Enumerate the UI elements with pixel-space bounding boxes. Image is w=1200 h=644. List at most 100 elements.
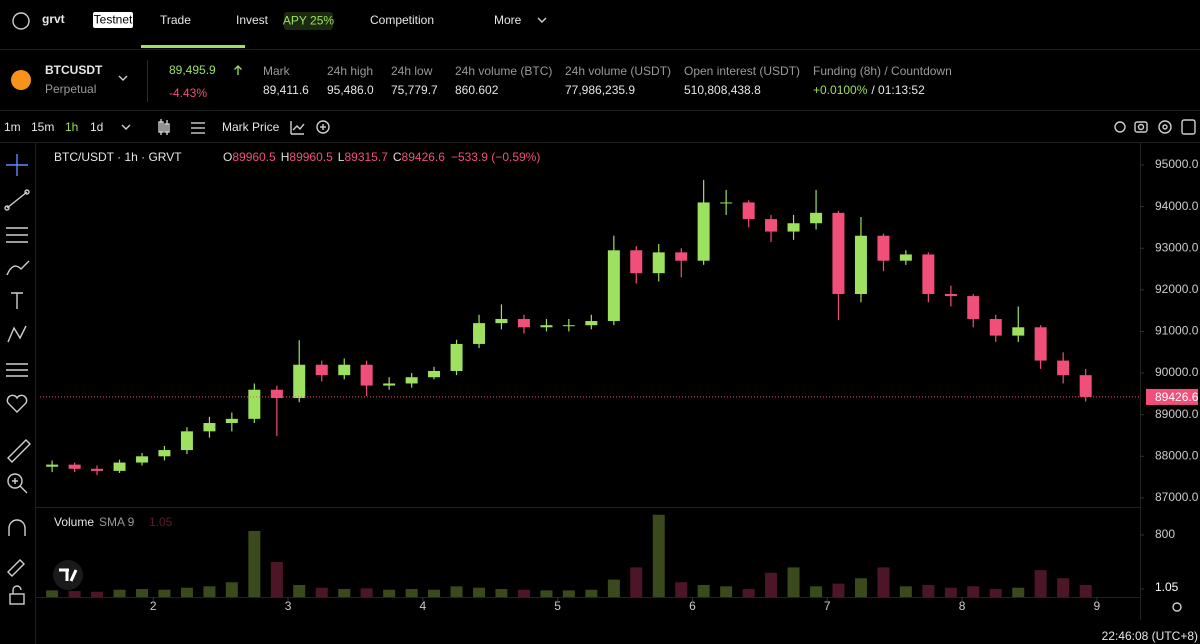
volume-sma-name: SMA 9 — [99, 515, 135, 529]
candle-body — [338, 364, 351, 376]
interval[interactable]: 1m — [4, 120, 21, 134]
x-tick-label: 2 — [150, 599, 157, 613]
volume-bar — [315, 587, 328, 597]
volume-bar — [944, 587, 957, 597]
volume-bar — [540, 590, 553, 597]
clock: 22:46:08 (UTC+8) — [1102, 629, 1198, 643]
symbol[interactable]: BTCUSDT — [45, 63, 103, 77]
nav-competition[interactable]: Competition — [370, 13, 434, 27]
interval[interactable]: 1h — [65, 120, 78, 134]
candle-body — [360, 364, 373, 386]
stats: Mark 89,411.6 24h high 95,486.0 24h low 75,77… — [263, 64, 952, 97]
interval[interactable]: 15m — [31, 120, 54, 134]
stat-label: Funding (8h) / Countdown — [813, 64, 952, 78]
volume-sma-axis-label: 1.05 — [1155, 580, 1179, 594]
y-tick-label: 92000.0 — [1155, 282, 1199, 296]
stat-value: +0.0100% — [813, 83, 868, 97]
candle-body — [203, 423, 216, 432]
volume-bar — [1034, 570, 1047, 597]
x-tick-label: 3 — [285, 599, 292, 613]
volume-bar — [293, 584, 306, 597]
y-tick-label: 88000.0 — [1155, 448, 1199, 462]
candle-body — [765, 219, 778, 232]
nav-trade[interactable]: Trade — [160, 13, 191, 27]
candle-body — [180, 431, 193, 451]
y2-tick-label: 800 — [1155, 527, 1175, 541]
legend-key: H — [281, 150, 290, 164]
stat-value: 510,808,438.8 — [684, 83, 761, 97]
volume-bar — [450, 586, 463, 597]
candle-body — [877, 235, 890, 261]
candle-body — [68, 464, 81, 469]
candle-body — [607, 250, 620, 322]
stat-label: 24h volume (USDT) — [565, 64, 671, 78]
candle-body — [1012, 327, 1025, 336]
nav-invest[interactable]: Invest — [236, 13, 269, 27]
up-arrow — [234, 65, 242, 75]
testnet-badge: Testnet — [94, 13, 133, 27]
candle-body — [967, 296, 980, 319]
candle-body — [315, 364, 328, 376]
stat-label: Open interest (USDT) — [684, 64, 800, 78]
volume-bar — [854, 578, 867, 597]
apy-badge-bg — [284, 12, 333, 30]
candle-body — [540, 325, 553, 328]
logo[interactable]: grvt — [42, 12, 65, 26]
logo-mark — [12, 12, 30, 30]
y-tick-label: 87000.0 — [1155, 490, 1199, 504]
candle-body — [495, 318, 508, 324]
candle-body — [225, 418, 238, 424]
y-tick-label: 93000.0 — [1155, 240, 1199, 254]
legend-key: C — [393, 150, 402, 164]
candle-type-icon[interactable] — [158, 119, 170, 135]
candle-body — [450, 343, 463, 371]
add-icon[interactable] — [316, 120, 330, 134]
candle-body — [517, 318, 530, 328]
volume-bar — [428, 589, 441, 597]
volume-bar — [607, 579, 620, 597]
stat-value: 75,779.7 — [391, 83, 438, 97]
volume-bar — [967, 586, 980, 597]
stat-value: 89,411.6 — [263, 83, 309, 97]
btc-icon — [11, 70, 31, 90]
price-source[interactable]: Mark Price — [222, 120, 280, 134]
candle-body — [832, 212, 845, 294]
drawing-tools[interactable] — [4, 154, 31, 605]
volume-bar — [270, 562, 283, 597]
tradingview-logo — [53, 560, 83, 590]
candle-body — [383, 383, 396, 386]
candle-body — [697, 202, 710, 261]
volume-bar — [473, 587, 486, 597]
candle-body — [158, 450, 171, 457]
legend-key: O — [223, 150, 232, 164]
interval-dropdown[interactable] — [121, 124, 131, 130]
candle-body — [652, 252, 665, 274]
chart-title: BTC/USDT · 1h · GRVT — [54, 150, 182, 164]
interval[interactable]: 1d — [90, 120, 103, 134]
x-tick-label: 9 — [1094, 599, 1101, 613]
volume-bar — [203, 586, 216, 597]
symbol-dropdown[interactable] — [118, 75, 128, 81]
toolbar-right-icons[interactable] — [1114, 119, 1196, 135]
volume-bar — [630, 567, 643, 597]
candle-body — [428, 370, 441, 378]
stat-value: 860.602 — [455, 83, 499, 97]
volume-bar — [832, 583, 845, 597]
chart-icon[interactable] — [290, 121, 305, 135]
y-tick-label: 95000.0 — [1155, 157, 1199, 171]
candle-body — [248, 389, 261, 419]
indicator-icon[interactable] — [191, 122, 205, 134]
volume-bar — [495, 589, 508, 597]
nav-active-underline — [141, 45, 245, 48]
volume-bar — [922, 584, 935, 597]
candle-body — [405, 377, 418, 384]
volume-bar — [405, 589, 418, 597]
candle-body — [787, 223, 800, 232]
settings-icon[interactable] — [1172, 602, 1182, 612]
legend-value: 89960.5 — [289, 150, 333, 164]
nav-more[interactable]: More — [494, 13, 522, 27]
stat-value: 89,411.6 — [263, 83, 309, 97]
x-tick-label: 6 — [689, 599, 696, 613]
volume-bar — [1012, 587, 1025, 597]
